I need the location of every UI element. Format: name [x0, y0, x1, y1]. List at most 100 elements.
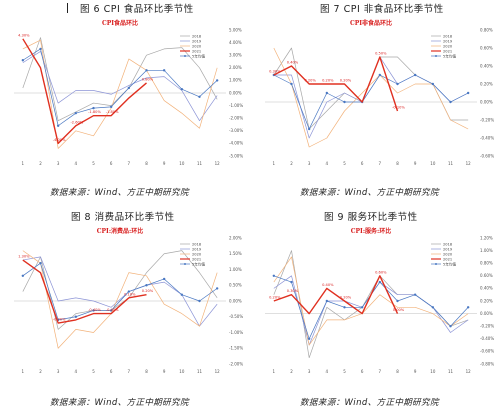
- avg-point: [145, 69, 148, 72]
- avg-point: [378, 280, 382, 284]
- legend-label: 2020: [443, 44, 453, 48]
- legend-marker: [435, 263, 437, 265]
- x-tick-label: 4: [326, 369, 329, 374]
- avg-point: [378, 73, 382, 77]
- legend-label: 5年均值: [192, 53, 205, 58]
- y-tick-label: 0.00%: [229, 298, 242, 303]
- data-label: 4.30%: [18, 33, 30, 37]
- legend-label: 2021: [443, 49, 452, 53]
- y-tick-label: -5.00%: [229, 153, 243, 158]
- avg-point: [92, 309, 95, 312]
- x-tick-label: 11: [197, 369, 203, 374]
- y-tick-label: 3.00%: [229, 53, 242, 58]
- y-tick-label: 0.60%: [480, 273, 493, 278]
- data-label: -0.40%: [106, 308, 119, 312]
- y-tick-label: 0.50%: [229, 283, 242, 288]
- avg-point: [325, 299, 329, 303]
- figure-source-7: 数据来源：Wind、方正中期研究院: [300, 188, 439, 198]
- y-tick-label: 1.00%: [229, 78, 242, 83]
- y-tick-label: -0.60%: [480, 153, 494, 158]
- series-line-2019: [22, 256, 218, 327]
- y-tick-label: 0.40%: [480, 286, 493, 291]
- series-line-2020: [273, 256, 469, 346]
- x-tick-label: 1: [22, 161, 25, 166]
- avg-point: [198, 299, 201, 303]
- series-line-2020: [22, 250, 218, 349]
- avg-point: [413, 293, 417, 296]
- series-line-avg: [273, 74, 469, 130]
- y-tick-label: -0.20%: [480, 117, 494, 122]
- avg-point: [325, 91, 329, 95]
- x-tick-label: 6: [110, 369, 113, 374]
- y-tick-label: 0.00%: [229, 90, 242, 95]
- figure-source-6: 数据来源：Wind、方正中期研究院: [50, 188, 189, 198]
- x-tick-label: 7: [128, 369, 131, 374]
- data-label: 0.20%: [269, 296, 281, 300]
- data-label: 0.20%: [304, 79, 316, 83]
- figure-source-9: 数据来源：Wind、方正中期研究院: [300, 398, 439, 408]
- avg-point: [127, 86, 131, 90]
- y-tick-label: -3.00%: [229, 128, 243, 133]
- data-label: 0.10%: [124, 292, 136, 296]
- avg-point: [215, 79, 219, 82]
- avg-point: [109, 105, 113, 109]
- y-tick-label: 0.20%: [480, 298, 493, 303]
- y-tick-label: 0.40%: [480, 63, 493, 68]
- legend-label: 2018: [192, 242, 202, 246]
- avg-point: [413, 73, 417, 77]
- legend-label: 2021: [443, 257, 452, 261]
- data-label: 0.20%: [142, 289, 154, 293]
- x-tick-label: 6: [361, 161, 364, 166]
- x-tick-label: 8: [145, 369, 148, 374]
- series-line-2020: [273, 47, 469, 148]
- avg-point: [215, 287, 219, 290]
- avg-point: [431, 82, 435, 86]
- data-label: 0.40%: [322, 283, 334, 287]
- data-label: 0.20%: [322, 79, 334, 83]
- caption-text: 图 6 CPI 食品环比季节性: [80, 4, 194, 15]
- x-tick-label: 10: [430, 369, 436, 374]
- avg-point: [21, 274, 25, 277]
- x-tick-label: 2: [290, 161, 293, 166]
- data-label: -1.80%: [106, 110, 119, 114]
- legend-label: 2019: [192, 39, 202, 43]
- figure-caption-8: 图 8 消费品环比季节性: [71, 212, 175, 223]
- avg-point: [21, 59, 25, 62]
- x-tick-label: 1: [273, 369, 276, 374]
- figure-caption-6: 图 6 CPI 食品环比季节性: [67, 1, 194, 15]
- x-tick-label: 2: [39, 369, 42, 374]
- avg-point: [145, 284, 148, 287]
- avg-point: [162, 277, 166, 281]
- y-tick-label: 1.00%: [480, 248, 493, 253]
- series-line-2019: [22, 51, 218, 122]
- x-tick-label: 8: [396, 369, 399, 374]
- legend-label: 5年均值: [192, 261, 205, 266]
- y-tick-label: -1.00%: [229, 330, 243, 335]
- y-tick-label: -1.50%: [229, 346, 243, 351]
- x-tick-label: 7: [379, 161, 382, 166]
- y-tick-label: 1.20%: [480, 235, 493, 240]
- x-tick-label: 10: [430, 161, 436, 166]
- y-tick-label: 1.50%: [229, 251, 242, 256]
- legend-label: 2019: [192, 247, 202, 251]
- avg-point: [92, 106, 95, 110]
- legend-label: 2020: [192, 252, 202, 256]
- avg-point: [74, 111, 78, 115]
- legend-label: 2018: [443, 242, 453, 246]
- x-tick-label: 10: [179, 369, 185, 374]
- avg-point: [396, 299, 399, 303]
- data-label: 0.80%: [142, 77, 154, 81]
- avg-point: [74, 315, 78, 318]
- avg-point: [198, 95, 201, 98]
- y-tick-label: 4.00%: [229, 40, 242, 45]
- avg-point: [343, 100, 346, 104]
- x-tick-label: 4: [75, 161, 78, 166]
- x-tick-label: 5: [92, 161, 95, 166]
- avg-point: [290, 82, 293, 86]
- series-line-2019: [273, 275, 469, 346]
- data-label: 0.50%: [375, 52, 387, 56]
- data-label: -4.00%: [53, 138, 66, 142]
- caption-separator: [67, 3, 75, 13]
- x-tick-label: 5: [343, 161, 346, 166]
- x-tick-label: 1: [273, 161, 276, 166]
